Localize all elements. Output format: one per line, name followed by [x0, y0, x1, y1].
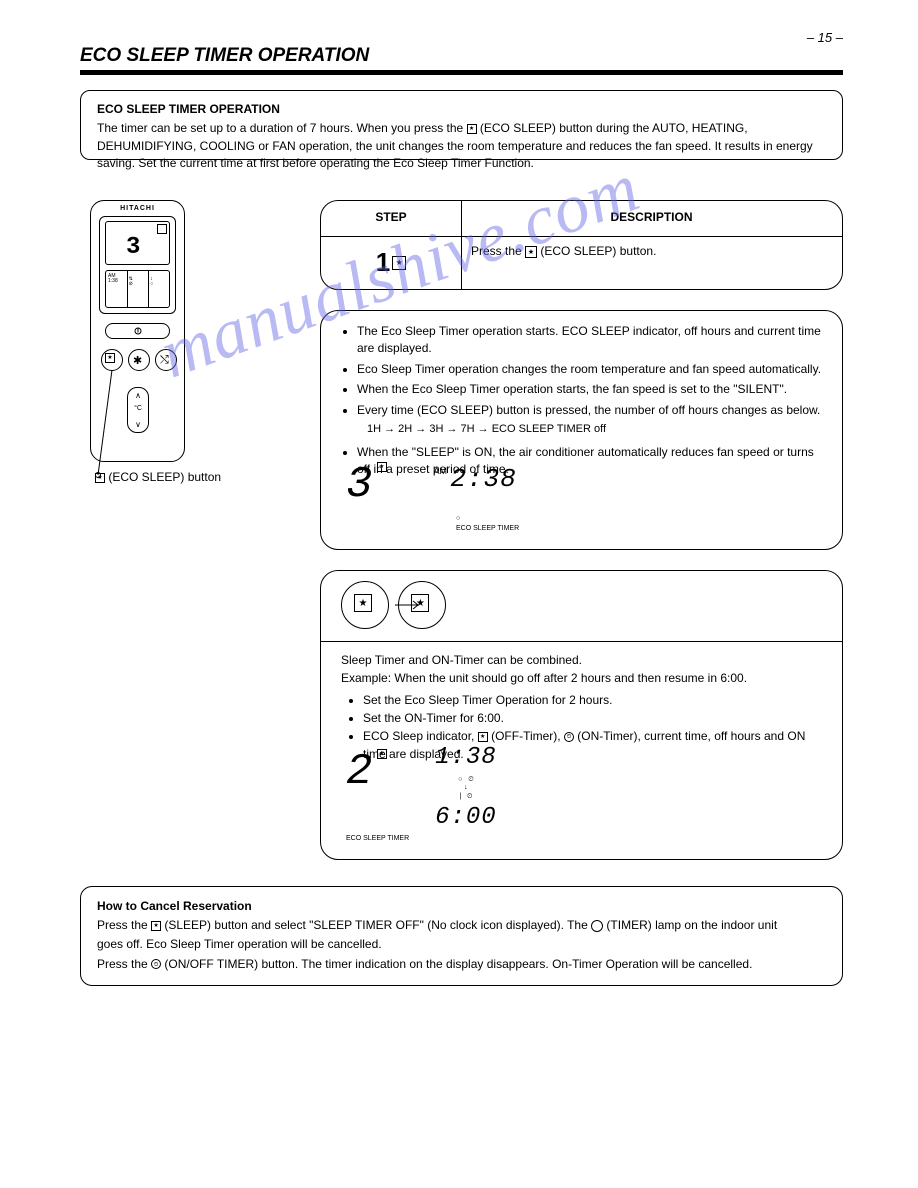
- step-hdr: STEP: [321, 209, 461, 226]
- cancel-line-3: Press the ⏲ (ON/OFF TIMER) button. The t…: [97, 955, 826, 974]
- remote-control-diagram: HITACHI 3 AM1:38 ⇅⊘ ↕○ ★ ✱ ⤭ ∧ °C ∨: [90, 200, 185, 462]
- cancel-line-2: goes off. Eco Sleep Timer operation will…: [97, 935, 826, 954]
- step-desc: Press the ★ (ECO SLEEP) button.: [471, 243, 834, 260]
- button-press-diagram: ★ ★: [341, 581, 452, 634]
- power-button: [105, 323, 170, 339]
- top-rule: [80, 70, 843, 75]
- lcd-example-1: 3 ★ AM 2:38 ○ECO SLEEP TIMER: [346, 454, 519, 534]
- bullet: Eco Sleep Timer operation changes the ro…: [357, 361, 824, 378]
- info-box-2: ★ ★ Sleep Timer and ON-Timer can be comb…: [320, 570, 843, 860]
- star-icon: ★: [95, 473, 105, 483]
- star-icon: ★: [467, 124, 477, 134]
- step-item: Set the Eco Sleep Timer Operation for 2 …: [363, 691, 824, 709]
- info-box-1: The Eco Sleep Timer operation starts. EC…: [320, 310, 843, 550]
- timer-sequence: 1H → 2H → 3H → 7H → ECO SLEEP TIMER off: [367, 422, 606, 438]
- fan-button: ✱: [128, 349, 150, 371]
- lcd-seg-a: AM1:38: [108, 274, 118, 284]
- cancel-box: How to Cancel Reservation Press the ★ (S…: [80, 886, 843, 986]
- star-icon: ★: [411, 594, 429, 612]
- bullet: The Eco Sleep Timer operation starts. EC…: [357, 323, 824, 358]
- lcd-star-box: [157, 224, 167, 234]
- clock-icon: ⏲: [151, 959, 161, 969]
- swing-button: ⤭: [155, 349, 177, 371]
- star-icon: ★: [525, 246, 537, 258]
- timer-lamp-icon: [591, 920, 603, 932]
- remote-brand: HITACHI: [91, 205, 184, 212]
- eco-sleep-button: ★: [101, 349, 123, 371]
- desc-hdr: DESCRIPTION: [461, 209, 842, 226]
- star-icon: ★: [392, 256, 406, 270]
- step-table: STEP DESCRIPTION 1 ★ Press the ★ (ECO SL…: [320, 200, 843, 290]
- combine-text: Sleep Timer and ON-Timer can be combined…: [341, 651, 824, 669]
- temp-pill: ∧ °C ∨: [127, 387, 149, 433]
- bullet: When the Eco Sleep Timer operation start…: [357, 381, 824, 398]
- star-icon: ★: [354, 594, 372, 612]
- timer-icon: ⏲: [564, 732, 574, 742]
- star-icon: ★: [377, 749, 387, 759]
- example-text: Example: When the unit should go off aft…: [341, 669, 824, 687]
- page-heading: ECO SLEEP TIMER OPERATION: [80, 45, 369, 67]
- eco-title: ECO SLEEP TIMER OPERATION: [97, 101, 826, 118]
- remote-lcd: 3 AM1:38 ⇅⊘ ↕○: [99, 216, 176, 314]
- step-item: Set the ON-Timer for 6:00.: [363, 709, 824, 727]
- page-number: – 15 –: [807, 30, 843, 45]
- step-num-cell: 1 ★: [321, 244, 461, 282]
- remote-button-label: ★ (ECO SLEEP) button: [95, 470, 225, 484]
- lcd-seg-c: ↕○: [150, 277, 153, 287]
- star-icon: ★: [151, 921, 161, 931]
- cancel-line-1: Press the ★ (SLEEP) button and select "S…: [97, 916, 826, 935]
- star-icon: ★: [377, 462, 387, 472]
- cancel-title: How to Cancel Reservation: [97, 897, 826, 916]
- lcd-example-2: 2 ★ 1:38 ○ ⏲↓| ⏲ 6:00 ECO SLEEP TIMER: [346, 741, 497, 844]
- bullet: Every time (ECO SLEEP) button is pressed…: [357, 402, 824, 441]
- lcd-big-digit: 3: [126, 234, 140, 261]
- eco-sleep-intro-box: ECO SLEEP TIMER OPERATION The timer can …: [80, 90, 843, 160]
- lcd-seg-b: ⇅⊘: [129, 277, 133, 287]
- eco-text-a: The timer can be set up to a duration of…: [97, 121, 467, 135]
